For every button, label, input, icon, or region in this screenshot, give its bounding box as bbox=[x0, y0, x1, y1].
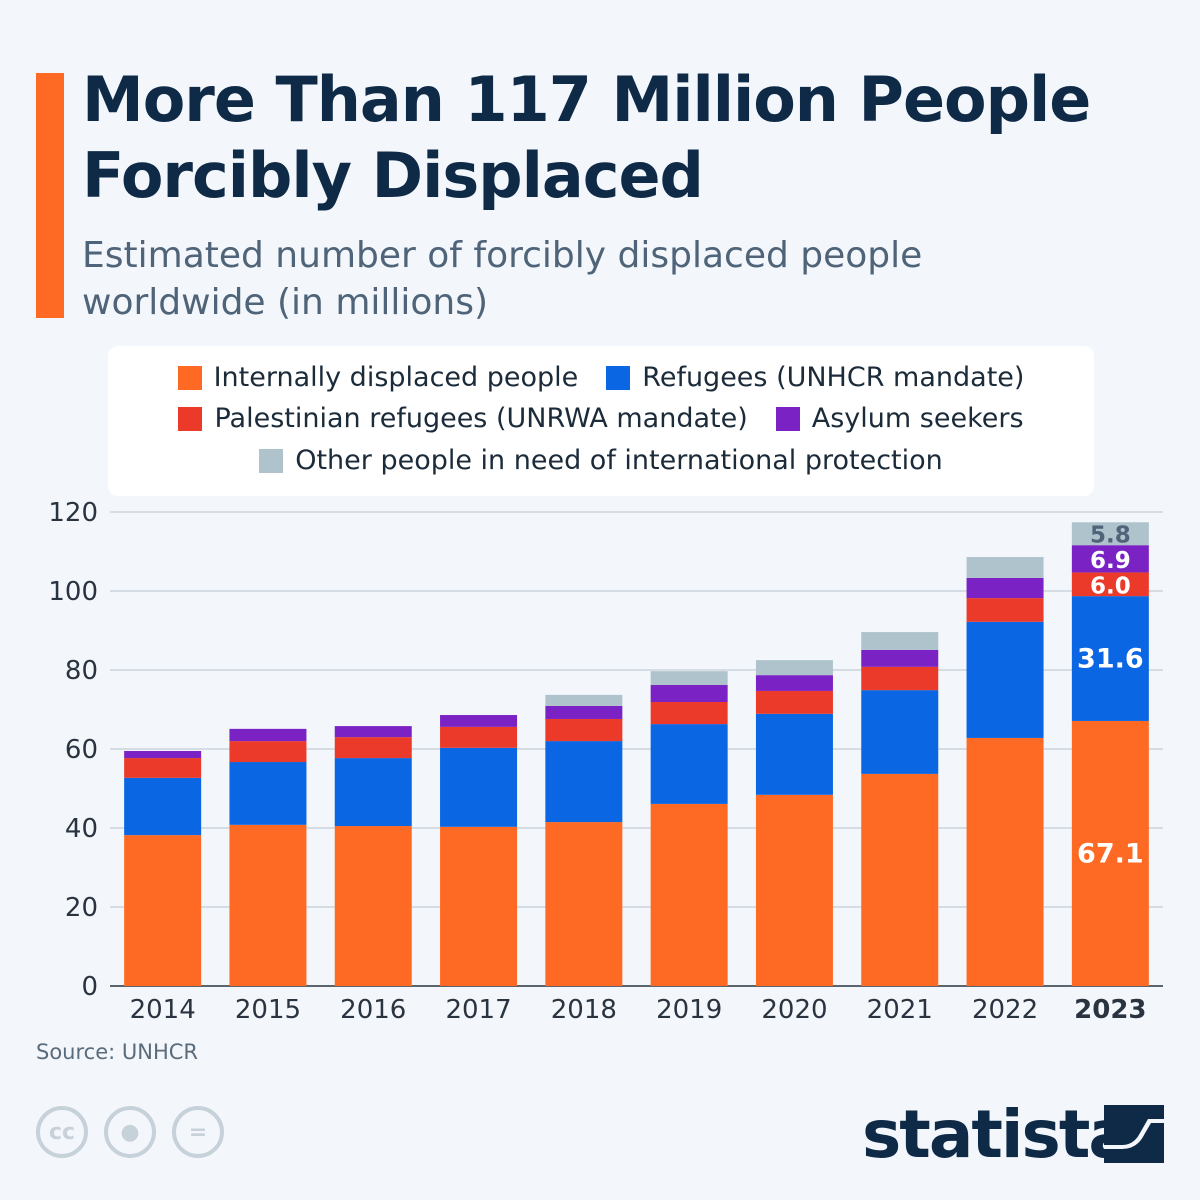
bar-segment bbox=[440, 747, 518, 827]
data-label: 67.1 bbox=[1077, 838, 1144, 869]
bar-segment bbox=[755, 675, 833, 691]
legend-label: Asylum seekers bbox=[811, 403, 1024, 434]
x-tick-label: 2018 bbox=[551, 995, 617, 1025]
legend-item-idp: Internally displaced people bbox=[177, 362, 579, 393]
bar-segment bbox=[229, 762, 307, 825]
y-tick-label: 80 bbox=[65, 656, 98, 686]
bar-segment bbox=[545, 718, 623, 742]
bar-segment bbox=[755, 713, 833, 795]
bar-segment bbox=[545, 694, 623, 706]
bar-segment bbox=[124, 835, 202, 986]
bar-segment bbox=[861, 666, 939, 691]
bar-segment bbox=[650, 671, 728, 686]
bar-segment bbox=[440, 726, 518, 748]
legend-swatch bbox=[606, 365, 631, 390]
legend-item-asylum: Asylum seekers bbox=[775, 403, 1024, 434]
y-tick-label: 0 bbox=[81, 972, 98, 1002]
source-note: Source: UNHCR bbox=[36, 1040, 199, 1064]
bar-segment bbox=[124, 750, 202, 759]
bar-segment bbox=[545, 705, 623, 719]
x-tick-label: 2014 bbox=[130, 995, 196, 1025]
legend-item-other: Other people in need of international pr… bbox=[259, 445, 943, 476]
no-derivatives-icon: = bbox=[172, 1106, 224, 1158]
bar-segment bbox=[966, 557, 1044, 578]
bar-segment bbox=[545, 822, 623, 986]
bar-segment bbox=[861, 649, 939, 667]
y-tick-label: 60 bbox=[65, 735, 98, 765]
bar-segment bbox=[1071, 545, 1149, 573]
legend-item-palestinian: Palestinian refugees (UNRWA mandate) bbox=[178, 403, 748, 434]
bar-segment bbox=[650, 701, 728, 725]
legend-swatch bbox=[775, 406, 800, 431]
bar-segment bbox=[1071, 720, 1149, 986]
bar-segment bbox=[334, 826, 412, 986]
bar-segment bbox=[650, 724, 728, 804]
bar-segment bbox=[966, 621, 1044, 738]
bar-segment bbox=[334, 726, 412, 738]
bar-segment bbox=[440, 826, 518, 986]
bar-segment bbox=[440, 715, 518, 727]
bar-segment bbox=[1071, 596, 1149, 721]
legend-label: Internally displaced people bbox=[213, 362, 579, 393]
cc-icon: cc bbox=[36, 1106, 88, 1158]
x-tick-label: 2019 bbox=[656, 995, 722, 1025]
legend: Internally displaced people Refugees (UN… bbox=[108, 346, 1094, 496]
x-tick-label: 2022 bbox=[972, 995, 1038, 1025]
legend-swatch bbox=[177, 365, 202, 390]
chart-subtitle: Estimated number of forcibly displaced p… bbox=[82, 235, 923, 323]
bar-segment bbox=[861, 632, 939, 650]
title-accent-bar bbox=[36, 73, 64, 318]
bar-segment bbox=[755, 690, 833, 714]
bar-segment bbox=[1071, 522, 1149, 546]
bar-segment bbox=[124, 777, 202, 836]
statista-logo-mark-icon bbox=[1104, 1105, 1164, 1163]
bar-segment bbox=[334, 737, 412, 759]
chart-title: More Than 117 Million People Forcibly Di… bbox=[82, 63, 1091, 212]
y-tick-label: 100 bbox=[48, 577, 98, 607]
bar-segment bbox=[650, 685, 728, 702]
y-tick-label: 20 bbox=[65, 893, 98, 923]
bar-segment bbox=[861, 690, 939, 774]
bar-segment bbox=[229, 741, 307, 763]
x-tick-label: 2015 bbox=[235, 995, 301, 1025]
bar-segment bbox=[861, 773, 939, 986]
license-icons: cc ● = bbox=[36, 1106, 224, 1158]
x-tick-label: 2021 bbox=[867, 995, 933, 1025]
data-label: 6.0 bbox=[1090, 573, 1131, 599]
attribution-icon: ● bbox=[104, 1106, 156, 1158]
y-tick-label: 40 bbox=[65, 814, 98, 844]
data-label: 6.9 bbox=[1090, 548, 1131, 574]
data-label: 31.6 bbox=[1077, 644, 1144, 675]
bar-segment bbox=[755, 794, 833, 986]
bar-segment bbox=[124, 758, 202, 778]
x-tick-label: 2020 bbox=[761, 995, 827, 1025]
bar-segment bbox=[229, 824, 307, 986]
bar-segment bbox=[1071, 572, 1149, 597]
bar-segment bbox=[966, 598, 1044, 622]
x-tick-label: 2017 bbox=[445, 995, 511, 1025]
legend-label: Other people in need of international pr… bbox=[295, 445, 943, 476]
x-tick-label: 2023 bbox=[1074, 995, 1146, 1025]
data-label: 5.8 bbox=[1090, 523, 1131, 549]
bar-segment bbox=[966, 737, 1044, 986]
legend-swatch bbox=[178, 406, 203, 431]
statista-logo: statista bbox=[862, 1096, 1133, 1173]
bar-segment bbox=[229, 728, 307, 742]
bar-segment bbox=[650, 803, 728, 986]
bar-segment bbox=[966, 577, 1044, 599]
bar-segment bbox=[334, 758, 412, 827]
legend-label: Refugees (UNHCR mandate) bbox=[642, 362, 1025, 393]
legend-label: Palestinian refugees (UNRWA mandate) bbox=[214, 403, 748, 434]
bar-segment bbox=[545, 741, 623, 823]
legend-swatch bbox=[259, 448, 284, 473]
bar-segment bbox=[755, 660, 833, 676]
x-tick-label: 2016 bbox=[340, 995, 406, 1025]
legend-item-refugees: Refugees (UNHCR mandate) bbox=[606, 362, 1024, 393]
y-tick-label: 120 bbox=[48, 498, 98, 528]
stacked-bar-chart: 0 20 40 60 80 100 120 2014 2015 2016 2017 2018 2019 2… bbox=[48, 498, 1163, 1025]
